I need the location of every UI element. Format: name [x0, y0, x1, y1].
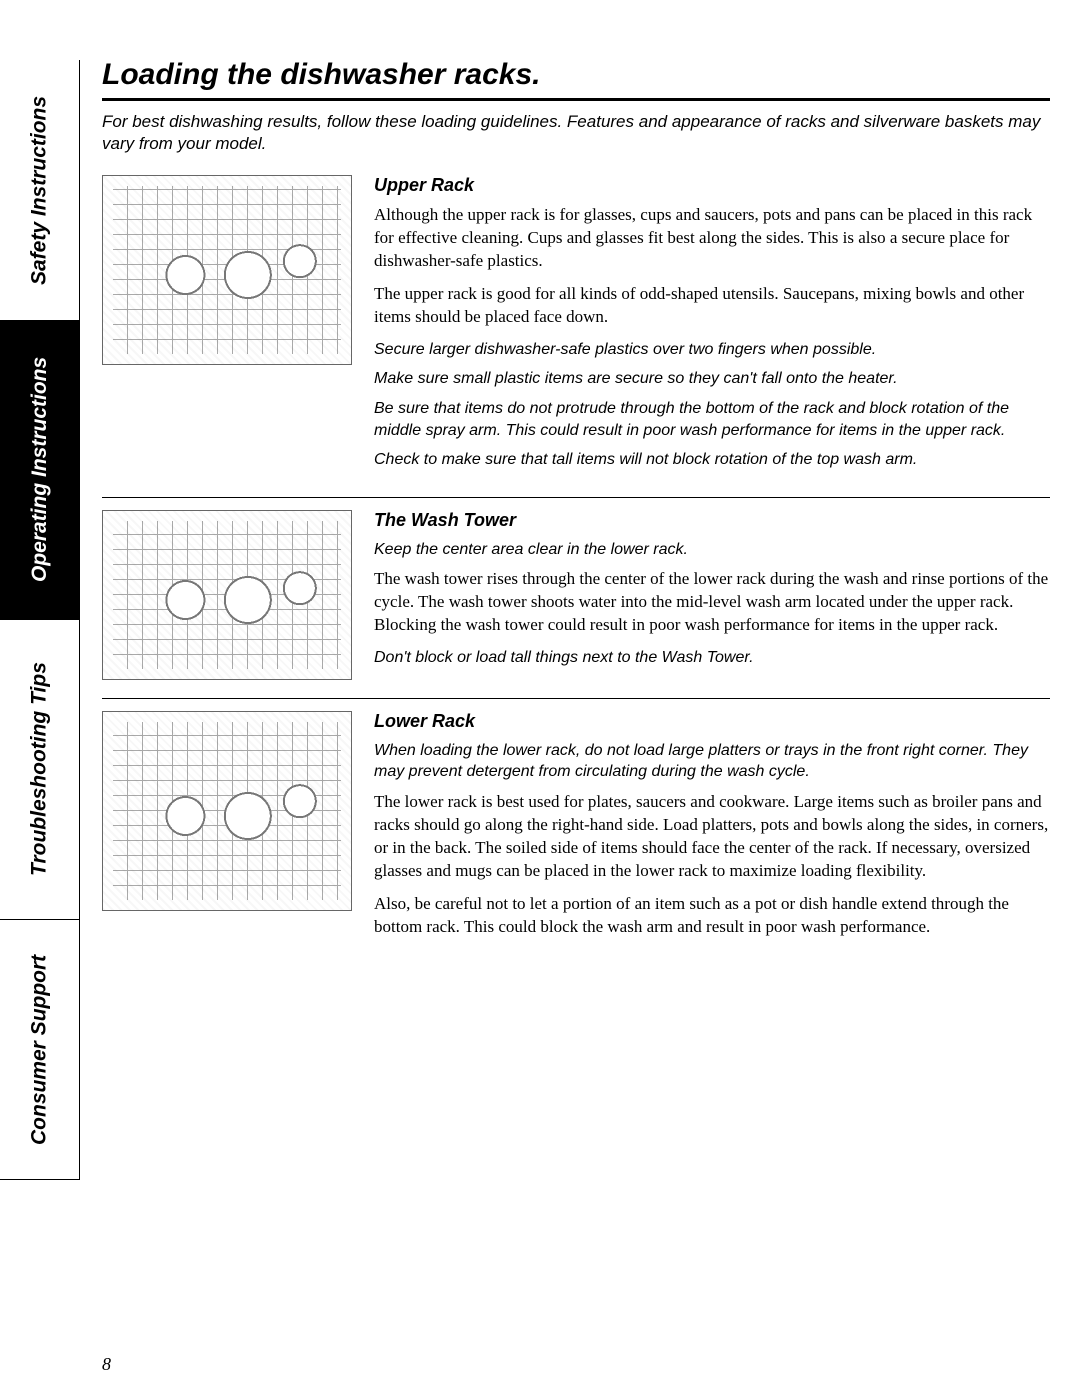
section-upper-rack: Upper Rack Although the upper rack is fo… [102, 175, 1050, 479]
section-divider-1 [102, 497, 1050, 498]
title-rule [102, 98, 1050, 101]
wash-tower-note1: Keep the center area clear in the lower … [374, 539, 1050, 561]
illustration-upper-rack [102, 175, 352, 479]
tab-consumer-support[interactable]: Consumer Support [0, 920, 80, 1180]
section-tabs-sidebar: Safety Instructions Operating Instructio… [0, 0, 80, 1397]
wash-tower-p1: The wash tower rises through the center … [374, 568, 1050, 637]
manual-page: Safety Instructions Operating Instructio… [0, 0, 1080, 1397]
wash-tower-heading: The Wash Tower [374, 510, 1050, 531]
tab-operating-instructions[interactable]: Operating Instructions [0, 320, 80, 620]
tab-troubleshooting-tips[interactable]: Troubleshooting Tips [0, 620, 80, 920]
intro-text: For best dishwashing results, follow the… [102, 111, 1050, 155]
main-content: Loading the dishwasher racks. For best d… [80, 0, 1080, 1397]
upper-rack-note2: Make sure small plastic items are secure… [374, 368, 1050, 390]
section-divider-2 [102, 698, 1050, 699]
lower-rack-p1: The lower rack is best used for plates, … [374, 791, 1050, 883]
upper-rack-note1: Secure larger dishwasher-safe plastics o… [374, 339, 1050, 361]
upper-rack-heading: Upper Rack [374, 175, 1050, 196]
upper-rack-note3: Be sure that items do not protrude throu… [374, 398, 1050, 441]
section-lower-rack: Lower Rack When loading the lower rack, … [102, 711, 1050, 949]
lower-rack-note1: When loading the lower rack, do not load… [374, 740, 1050, 783]
upper-rack-p1: Although the upper rack is for glasses, … [374, 204, 1050, 273]
lower-rack-p2: Also, be careful not to let a portion of… [374, 893, 1050, 939]
section-wash-tower: The Wash Tower Keep the center area clea… [102, 510, 1050, 680]
lower-rack-heading: Lower Rack [374, 711, 1050, 732]
illustration-lower-rack [102, 711, 352, 949]
upper-rack-note4: Check to make sure that tall items will … [374, 449, 1050, 471]
upper-rack-text: Upper Rack Although the upper rack is fo… [374, 175, 1050, 479]
upper-rack-p2: The upper rack is good for all kinds of … [374, 283, 1050, 329]
illustration-wash-tower [102, 510, 352, 680]
page-number: 8 [102, 1354, 111, 1375]
wash-tower-text: The Wash Tower Keep the center area clea… [374, 510, 1050, 680]
wash-tower-note2: Don't block or load tall things next to … [374, 647, 1050, 669]
lower-rack-text: Lower Rack When loading the lower rack, … [374, 711, 1050, 949]
tab-safety-instructions[interactable]: Safety Instructions [0, 60, 80, 320]
page-title: Loading the dishwasher racks. [102, 58, 1050, 92]
